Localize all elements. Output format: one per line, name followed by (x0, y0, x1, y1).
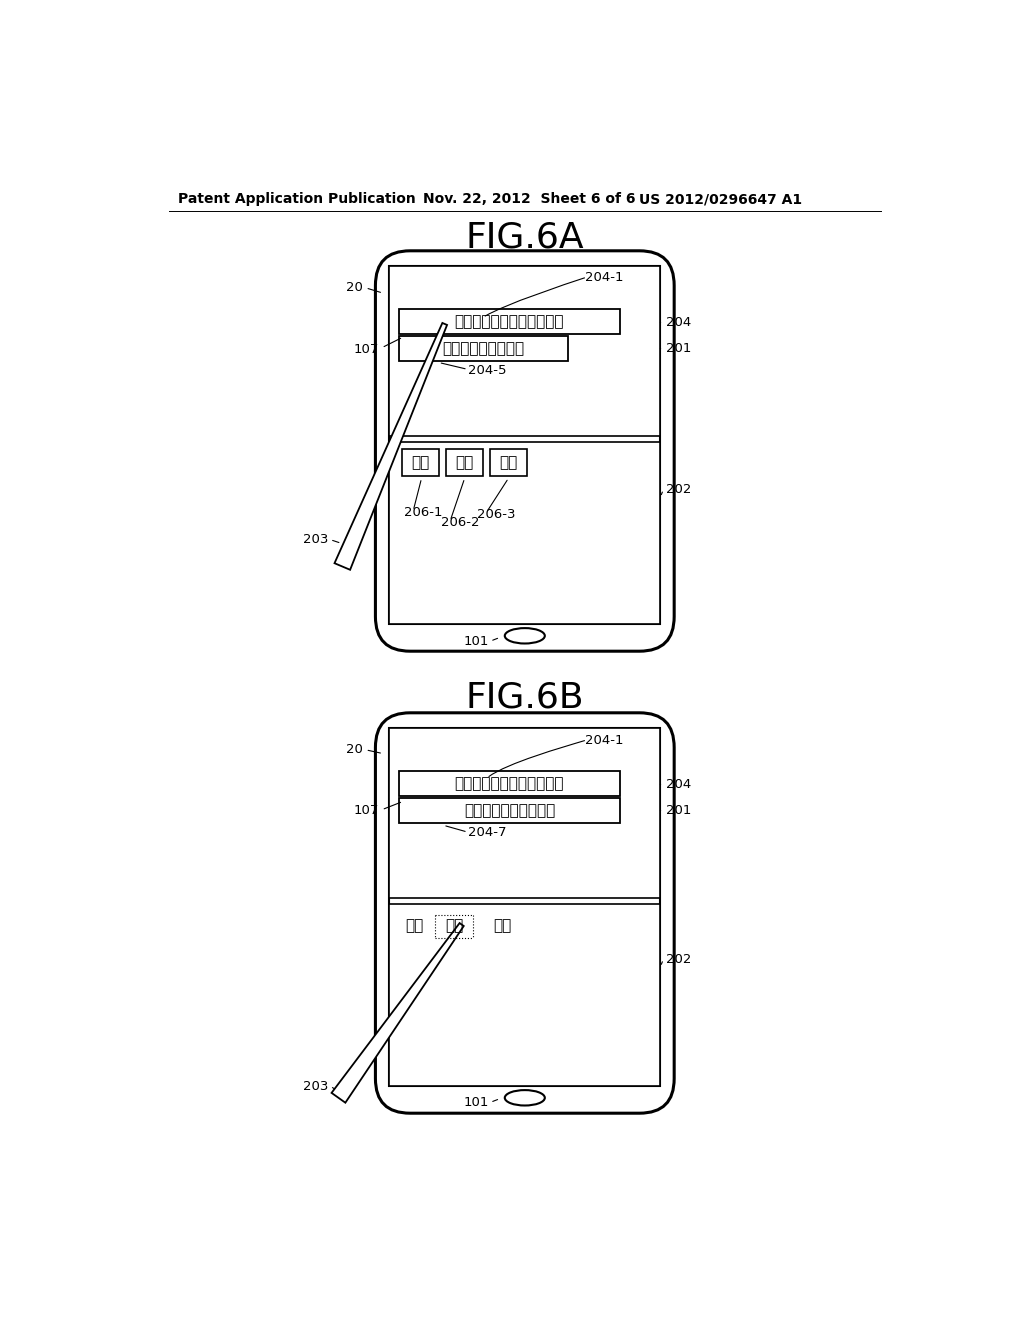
Text: ぎょうはいいてんきですね: ぎょうはいいてんきですね (455, 776, 564, 791)
Text: 203: 203 (303, 1080, 329, 1093)
Bar (389, 442, 660, 624)
Bar (398, 771, 621, 796)
Text: 201: 201 (666, 342, 691, 355)
Text: 204-5: 204-5 (468, 363, 506, 376)
Text: 行はいい天気ですね: 行はいい天気ですね (442, 341, 524, 356)
Text: US 2012/0296647 A1: US 2012/0296647 A1 (639, 193, 802, 206)
Text: きょ: きょ (456, 455, 474, 470)
Text: 203: 203 (303, 533, 329, 546)
Text: 107: 107 (354, 804, 379, 817)
Polygon shape (335, 323, 447, 570)
Text: FIG.6A: FIG.6A (466, 220, 584, 255)
Text: FIG.6B: FIG.6B (466, 680, 584, 714)
Text: きょ: きょ (444, 919, 463, 933)
Text: 201: 201 (666, 804, 691, 817)
Text: ぴょ: ぴょ (500, 455, 518, 470)
Text: ぴょ: ぴょ (494, 919, 512, 933)
Bar (490, 449, 527, 475)
Text: 101: 101 (464, 1096, 489, 1109)
Text: ぎょうはいいてんきですね: ぎょうはいいてんきですね (455, 314, 564, 329)
Polygon shape (332, 923, 464, 1102)
Text: ぎょ: ぎょ (412, 455, 430, 470)
FancyBboxPatch shape (376, 251, 674, 651)
Text: 20: 20 (346, 743, 364, 756)
Ellipse shape (505, 1090, 545, 1105)
Bar (389, 267, 660, 624)
Text: 206-2: 206-2 (441, 516, 479, 529)
Bar (389, 267, 660, 436)
Text: Patent Application Publication: Patent Application Publication (178, 193, 416, 206)
Bar (446, 449, 483, 475)
Bar (389, 729, 660, 898)
Bar (402, 449, 439, 475)
Text: 101: 101 (464, 635, 489, 648)
Bar (398, 309, 621, 334)
Text: 204: 204 (666, 777, 691, 791)
Text: 20: 20 (346, 281, 364, 294)
Text: 202: 202 (666, 483, 691, 496)
Text: 204-7: 204-7 (468, 826, 506, 840)
Text: 204: 204 (666, 315, 691, 329)
Bar (389, 729, 660, 1086)
Text: 107: 107 (354, 343, 379, 356)
Bar (389, 904, 660, 1086)
Text: 206-1: 206-1 (403, 506, 442, 519)
Text: 204-1: 204-1 (585, 271, 624, 284)
Text: 204-1: 204-1 (585, 734, 624, 747)
Bar (398, 799, 621, 822)
Ellipse shape (505, 628, 545, 644)
Text: 202: 202 (666, 953, 691, 966)
Bar (398, 337, 568, 360)
Text: 206-3: 206-3 (477, 508, 515, 520)
Text: ぎょ: ぎょ (404, 919, 423, 933)
Text: Nov. 22, 2012  Sheet 6 of 6: Nov. 22, 2012 Sheet 6 of 6 (423, 193, 636, 206)
Text: 今日はいい天気ですね: 今日はいい天気ですね (464, 803, 555, 818)
FancyBboxPatch shape (376, 713, 674, 1113)
